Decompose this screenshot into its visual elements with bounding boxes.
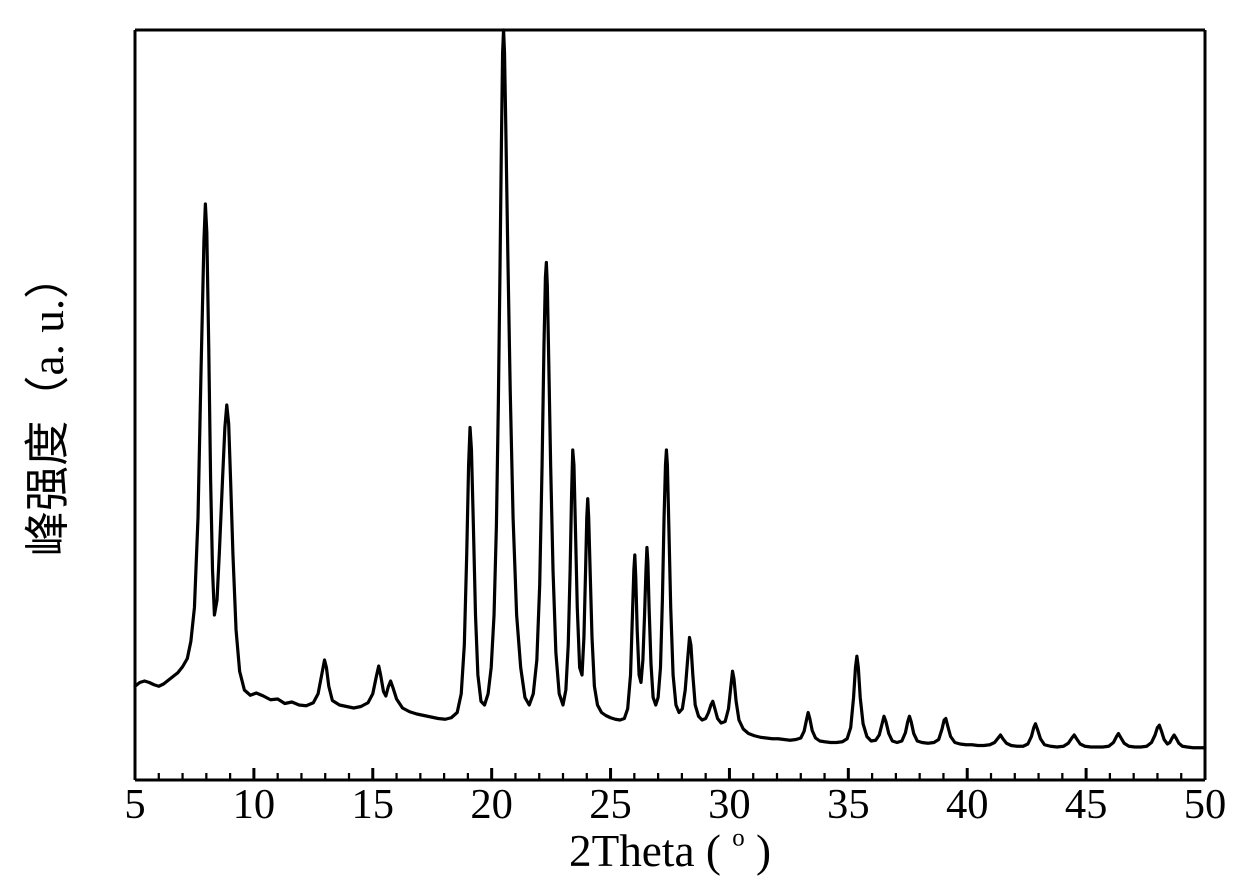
xtick-label: 5 xyxy=(124,781,145,828)
xtick-label: 20 xyxy=(470,781,513,828)
xtick-label: 10 xyxy=(233,781,276,828)
xtick-label: 30 xyxy=(708,781,751,828)
xtick-label: 25 xyxy=(589,781,632,828)
xtick-label: 15 xyxy=(352,781,395,828)
xtick-label: 40 xyxy=(946,781,989,828)
x-axis-label: 2Theta ( o ) xyxy=(569,825,771,876)
xtick-label: 35 xyxy=(827,781,870,828)
xrd-chart: 5 10 15 20 25 30 35 40 45 50 2Theta ( o ) 峰强度（a. u.… xyxy=(0,0,1240,881)
xtick-label: 50 xyxy=(1184,781,1227,828)
chart-svg: 5 10 15 20 25 30 35 40 45 50 2Theta ( o ) 峰强度（a. u.… xyxy=(0,0,1240,881)
xtick-label: 45 xyxy=(1065,781,1108,828)
y-axis-label: 峰强度（a. u.） xyxy=(23,254,73,557)
xrd-spectrum-line xyxy=(135,30,1205,748)
